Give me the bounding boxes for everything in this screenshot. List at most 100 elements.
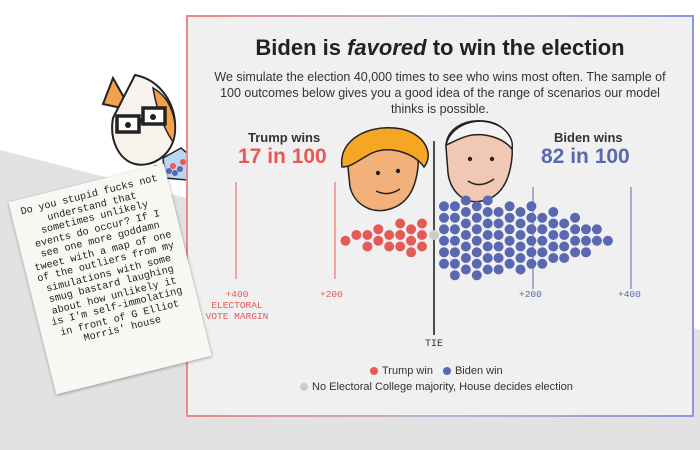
biden-win-dot (537, 235, 548, 246)
legend-row-1: Trump win Biden win (370, 365, 503, 377)
legend-tie-label: No Electoral College majority, House dec… (312, 381, 573, 393)
biden-win-dot (504, 212, 515, 223)
biden-win-dot (449, 224, 460, 235)
axis-label-biden-200: +200 (519, 289, 542, 300)
trump-win-dot (406, 247, 417, 258)
biden-win-dot (526, 224, 537, 235)
card-subtitle: We simulate the election 40,000 times to… (214, 70, 666, 116)
biden-win-dot (581, 224, 591, 235)
biden-win-dot (471, 224, 482, 235)
trump-win-dot (395, 218, 406, 229)
biden-win-dot (439, 235, 449, 246)
legend-dot-trump (370, 367, 378, 375)
biden-win-dot (493, 218, 504, 229)
biden-win-dot (471, 212, 482, 223)
title-part-1: Biden is (255, 35, 348, 60)
biden-win-dot (439, 201, 449, 212)
trump-win-dot (417, 230, 427, 240)
biden-win-dot (460, 195, 471, 206)
biden-win-dot (460, 241, 471, 252)
trump-win-dot (384, 230, 395, 240)
biden-win-dot (493, 230, 504, 240)
biden-win-dot (515, 253, 526, 263)
biden-win-dot (504, 235, 515, 246)
biden-win-dot (548, 230, 559, 240)
biden-win-dot (449, 235, 460, 246)
biden-win-dot (537, 224, 548, 235)
biden-win-dot (482, 195, 493, 206)
trump-win-dot (406, 224, 417, 235)
title-part-2: to win the election (426, 35, 625, 60)
biden-win-dot (460, 218, 471, 229)
outcomes-dot-chart (235, 120, 632, 335)
biden-win-dot (493, 207, 504, 217)
card-title: Biden is favored to win the election (188, 35, 692, 61)
biden-win-dot (559, 253, 570, 263)
biden-win-dot (570, 247, 581, 258)
title-emphasis: favored (347, 35, 427, 60)
trump-win-dot (351, 230, 362, 240)
biden-win-dot (548, 207, 559, 217)
biden-win-dot (570, 224, 581, 235)
biden-win-dot (471, 235, 482, 246)
biden-win-dot (439, 212, 449, 223)
biden-win-dot (471, 258, 482, 269)
biden-wins-label: Biden wins (554, 130, 623, 145)
biden-win-dot (482, 253, 493, 263)
biden-win-dot (526, 201, 537, 212)
biden-win-dot (537, 212, 548, 223)
trump-win-dot (362, 230, 373, 240)
biden-win-dot (471, 247, 482, 258)
biden-win-dot (526, 212, 537, 223)
biden-win-dot (471, 270, 482, 281)
biden-win-dot (581, 235, 591, 246)
trump-win-dot (362, 241, 373, 252)
axis-label-tie: TIE (425, 339, 444, 350)
note-text: Do you stupid fucks not understand that … (19, 173, 184, 345)
trump-wins-label: Trump wins (248, 130, 321, 145)
legend-dot-biden (442, 367, 451, 375)
biden-win-dot (591, 224, 602, 235)
biden-win-dot (460, 253, 471, 263)
biden-win-dot (449, 247, 460, 258)
trump-win-dot (373, 224, 384, 235)
biden-win-dot (526, 258, 537, 269)
biden-win-dot (471, 201, 482, 212)
biden-win-dot (559, 218, 570, 229)
biden-win-dot (559, 241, 570, 252)
biden-win-dot (482, 218, 493, 229)
biden-win-dot (515, 207, 526, 217)
outcome-dots (340, 195, 613, 281)
biden-win-dot (526, 247, 537, 258)
legend-trump-label: Trump win (382, 365, 433, 377)
biden-win-dot (504, 201, 515, 212)
biden-win-dot (515, 264, 526, 275)
biden-win-dot (449, 212, 460, 223)
biden-win-dot (591, 235, 602, 246)
biden-win-dot (504, 247, 515, 258)
legend-dot-tie (300, 383, 308, 391)
biden-win-dot (570, 235, 581, 246)
biden-win-dot (449, 201, 460, 212)
axis-label-trump-400: +400 ELECTORAL VOTE MARGIN (192, 289, 282, 322)
trump-win-dot (395, 230, 406, 240)
biden-win-dot (493, 241, 504, 252)
axis-label-biden-400: +400 (618, 289, 641, 300)
biden-win-dot (559, 230, 570, 240)
legend-row-2: No Electoral College majority, House dec… (300, 381, 573, 393)
trump-win-dot (373, 235, 384, 246)
axis-value-trump-400: +400 (225, 289, 249, 300)
biden-win-dot (449, 258, 460, 269)
axis-caption-margin: ELECTORAL VOTE MARGIN (205, 300, 269, 322)
biden-win-dot (515, 241, 526, 252)
trump-win-dot (406, 235, 417, 246)
biden-win-dot (482, 230, 493, 240)
biden-win-dot (548, 241, 559, 252)
axis-label-trump-200: +200 (320, 289, 343, 300)
trump-win-dot (395, 241, 406, 252)
legend-biden-label: Biden win (454, 365, 503, 377)
biden-win-dot (548, 253, 559, 263)
biden-win-dot (602, 235, 613, 246)
trump-wins-value: 17 in 100 (238, 145, 327, 168)
biden-win-dot (570, 212, 581, 223)
